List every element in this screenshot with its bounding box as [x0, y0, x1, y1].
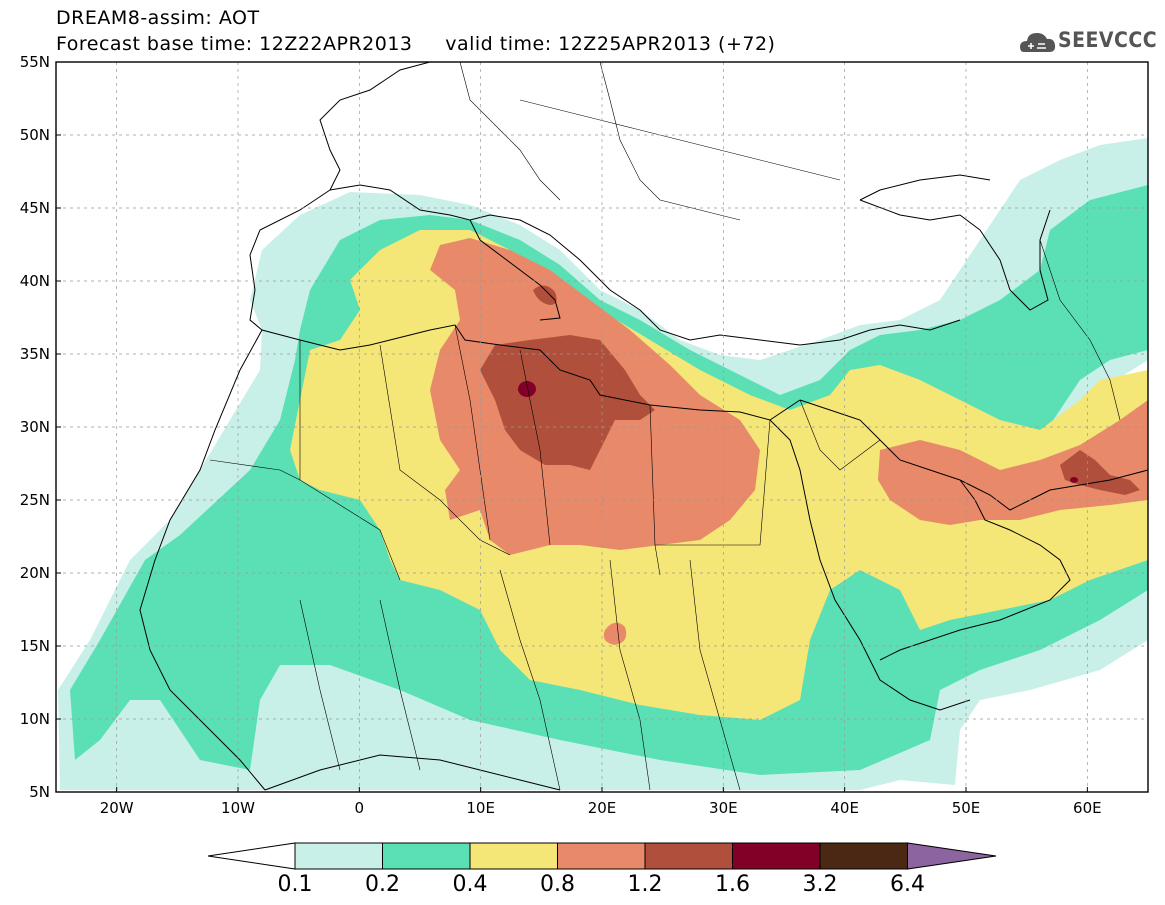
lon-tick-label: 10E — [466, 799, 495, 817]
colorbar-level-label: 3.2 — [802, 872, 838, 897]
colorbar — [207, 842, 997, 870]
colorbar-box — [294, 842, 383, 870]
aot-band-0.8-spot — [603, 622, 627, 645]
colorbar-level-label: 0.8 — [540, 872, 575, 897]
colorbar-level-label: 6.4 — [890, 872, 925, 897]
colorbar-box — [644, 842, 733, 870]
chart-subtitle: Forecast base time: 12Z22APR2013 valid t… — [56, 34, 775, 54]
lon-tick-label: 10W — [221, 799, 255, 817]
lon-tick-label: 50E — [952, 799, 981, 817]
aot-fields — [58, 138, 1148, 790]
colorbar-level-label: 0.2 — [365, 872, 400, 897]
lon-tick-label: 20W — [100, 799, 134, 817]
colorbar-level-label: 1.6 — [715, 872, 750, 897]
base-time: Forecast base time: 12Z22APR2013 — [56, 33, 413, 55]
lat-tick-label: 45N — [20, 199, 50, 217]
logo-text: SEEVCCC — [1058, 28, 1158, 52]
aot-band-1.6 — [518, 381, 536, 397]
lat-tick-label: 20N — [20, 564, 50, 582]
colorbar-box — [557, 842, 646, 870]
lon-tick-label: 30E — [709, 799, 738, 817]
aot-band-0.8-gulf — [878, 400, 1148, 525]
colorbar-level-label: 1.2 — [627, 872, 663, 897]
lat-tick-label: 50N — [20, 126, 50, 144]
lat-tick-label: 25N — [20, 491, 50, 509]
lon-tick-label: 20E — [588, 799, 617, 817]
lon-tick-label: 0 — [355, 799, 365, 817]
lat-tick-label: 10N — [20, 710, 50, 728]
lat-tick-label: 40N — [20, 272, 50, 290]
lon-tick-label: 40E — [830, 799, 859, 817]
colorbar-box — [469, 842, 558, 870]
valid-time: valid time: 12Z25APR2013 (+72) — [445, 33, 776, 55]
lat-tick-label: 15N — [20, 637, 50, 655]
axis-labels: 55N 50N 45N 40N 35N 30N 25N 20N 15N 10N 5N 20W 10W 0 1… — [20, 53, 1102, 817]
aot-band-1.2-gulf — [1060, 450, 1140, 495]
lat-tick-label: 5N — [29, 783, 50, 801]
cloud-logo-icon — [1020, 33, 1056, 52]
grid-lines — [56, 62, 1148, 792]
colorbar-over-triangle — [907, 842, 997, 870]
coastlines — [139, 62, 1148, 791]
colorbar-box — [819, 842, 908, 870]
colorbar-level-label: 0.4 — [452, 872, 488, 897]
lon-tick-label: 60E — [1073, 799, 1102, 817]
country-borders — [209, 62, 1121, 791]
colorbar-under-triangle — [207, 842, 296, 870]
colorbar-box — [732, 842, 821, 870]
lat-tick-label: 30N — [20, 418, 50, 436]
aot-band-1.6-gulf — [1070, 477, 1078, 483]
lat-tick-label: 55N — [20, 53, 50, 71]
chart-title: DREAM8-assim: AOT — [56, 7, 260, 29]
colorbar-level-label: 0.1 — [277, 872, 313, 897]
lat-tick-label: 35N — [20, 345, 50, 363]
colorbar-box — [382, 842, 471, 870]
aot-band-1.2-north — [533, 285, 557, 305]
